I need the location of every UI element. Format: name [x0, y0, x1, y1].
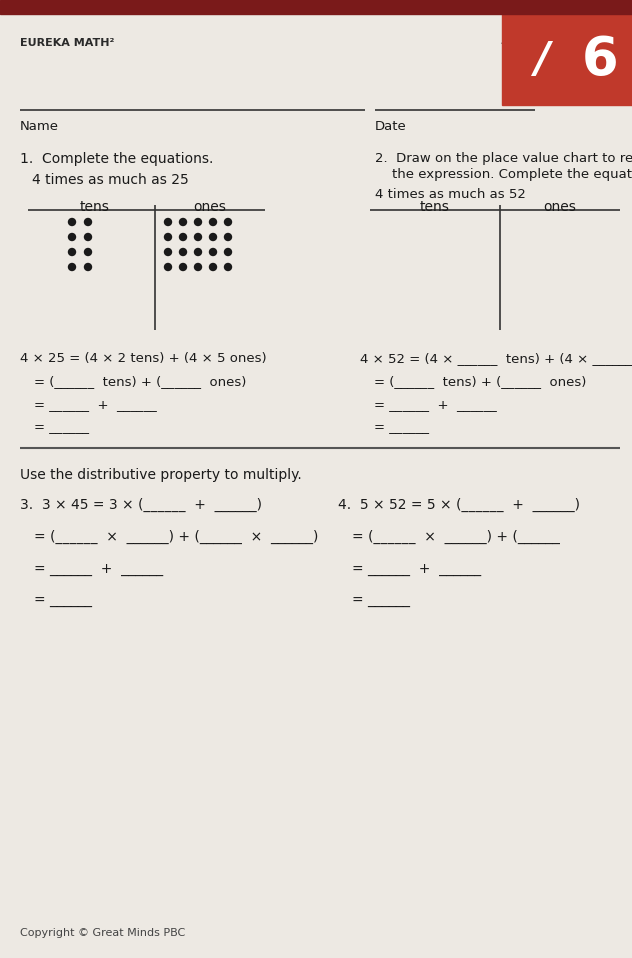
Text: 4 times as much as 25: 4 times as much as 25 — [32, 173, 189, 187]
Text: tens: tens — [80, 200, 110, 214]
Circle shape — [68, 248, 75, 256]
Circle shape — [195, 248, 202, 256]
Text: = ______  +  ______: = ______ + ______ — [34, 562, 163, 576]
Bar — [502, 14, 632, 105]
Text: /: / — [535, 39, 550, 81]
Circle shape — [164, 248, 171, 256]
Text: = ______: = ______ — [34, 594, 92, 608]
Circle shape — [209, 263, 217, 270]
Circle shape — [164, 234, 171, 240]
Text: 4.  5 × 52 = 5 × (______  +  ______): 4. 5 × 52 = 5 × (______ + ______) — [338, 498, 580, 513]
Bar — [0, 0, 632, 14]
Circle shape — [195, 218, 202, 225]
Text: EUREKA MATH²: EUREKA MATH² — [20, 38, 114, 48]
Text: = ______  +  ______: = ______ + ______ — [34, 398, 157, 411]
Text: = ______  +  ______: = ______ + ______ — [352, 562, 481, 576]
Text: = (______  tens) + (______  ones): = (______ tens) + (______ ones) — [374, 375, 586, 388]
Circle shape — [85, 263, 92, 270]
Text: = (______  ×  ______) + (______: = (______ × ______) + (______ — [352, 530, 560, 544]
Circle shape — [224, 263, 231, 270]
Text: = (______  ×  ______) + (______  ×  ______): = (______ × ______) + (______ × ______) — [34, 530, 319, 544]
Circle shape — [224, 248, 231, 256]
Text: ones: ones — [193, 200, 226, 214]
Circle shape — [85, 248, 92, 256]
Text: 4 × 25 = (4 × 2 tens) + (4 × 5 ones): 4 × 25 = (4 × 2 tens) + (4 × 5 ones) — [20, 352, 267, 365]
Text: Copyright © Great Minds PBC: Copyright © Great Minds PBC — [20, 928, 185, 938]
Circle shape — [195, 234, 202, 240]
Circle shape — [179, 263, 186, 270]
Text: 4 · M2 · TB · Lesson 6: 4 · M2 · TB · Lesson 6 — [501, 38, 612, 48]
Text: 3.  3 × 45 = 3 × (______  +  ______): 3. 3 × 45 = 3 × (______ + ______) — [20, 498, 262, 513]
Circle shape — [209, 248, 217, 256]
Circle shape — [224, 218, 231, 225]
Circle shape — [179, 248, 186, 256]
Circle shape — [164, 218, 171, 225]
Circle shape — [68, 234, 75, 240]
Circle shape — [209, 234, 217, 240]
Circle shape — [68, 218, 75, 225]
Text: the expression. Complete the equations.: the expression. Complete the equations. — [375, 168, 632, 181]
Text: = ______: = ______ — [352, 594, 410, 608]
Text: = (______  tens) + (______  ones): = (______ tens) + (______ ones) — [34, 375, 246, 388]
Text: Date: Date — [375, 120, 407, 133]
Text: 6: 6 — [581, 34, 618, 86]
Text: tens: tens — [420, 200, 450, 214]
Circle shape — [209, 218, 217, 225]
Text: Name: Name — [20, 120, 59, 133]
Text: ones: ones — [544, 200, 576, 214]
Text: 2.  Draw on the place value chart to represent: 2. Draw on the place value chart to repr… — [375, 152, 632, 165]
Circle shape — [179, 218, 186, 225]
Text: 4 times as much as 52: 4 times as much as 52 — [375, 188, 526, 201]
Text: 1.  Complete the equations.: 1. Complete the equations. — [20, 152, 214, 166]
Text: Use the distributive property to multiply.: Use the distributive property to multipl… — [20, 468, 301, 482]
Text: = ______: = ______ — [34, 421, 89, 434]
Circle shape — [179, 234, 186, 240]
Circle shape — [85, 234, 92, 240]
Circle shape — [85, 218, 92, 225]
Text: 4 × 52 = (4 × ______  tens) + (4 × ______: 4 × 52 = (4 × ______ tens) + (4 × ______ — [360, 352, 632, 365]
Circle shape — [164, 263, 171, 270]
Circle shape — [195, 263, 202, 270]
Circle shape — [224, 234, 231, 240]
Text: = ______  +  ______: = ______ + ______ — [374, 398, 497, 411]
Text: = ______: = ______ — [374, 421, 429, 434]
Circle shape — [68, 263, 75, 270]
